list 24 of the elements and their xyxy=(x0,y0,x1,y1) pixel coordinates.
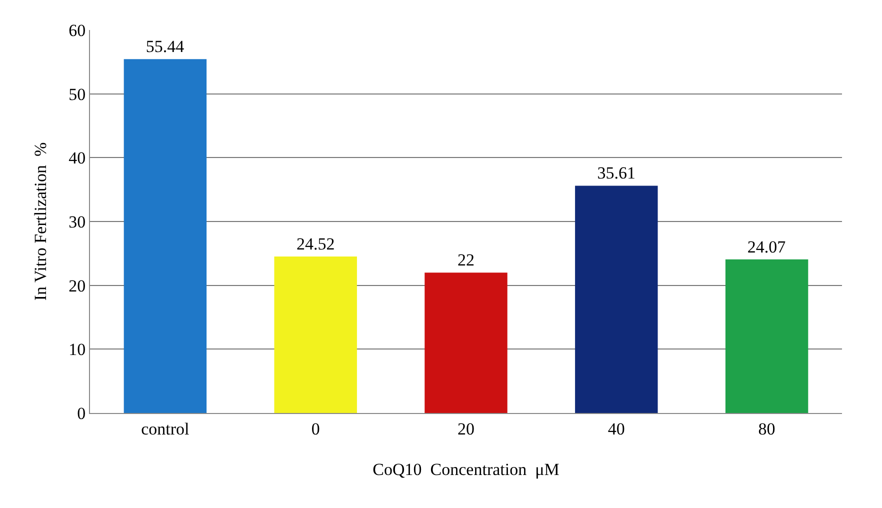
y-axis-title: In Vitro Fertlization % xyxy=(31,142,50,301)
bar xyxy=(124,59,207,413)
data-label: 35.61 xyxy=(597,164,636,183)
y-tick-label: 40 xyxy=(68,148,86,168)
y-tick-label: 50 xyxy=(68,84,86,104)
x-tick-label: 80 xyxy=(758,419,776,438)
x-axis-title: CoQ10 Concentration μM xyxy=(372,460,560,479)
x-tick-label: control xyxy=(141,419,190,438)
y-tick-label: 30 xyxy=(68,212,86,232)
x-tick-label: 0 xyxy=(311,419,320,438)
data-label: 24.52 xyxy=(296,234,335,254)
y-tick-label: 0 xyxy=(77,404,86,423)
data-label: 24.07 xyxy=(747,237,786,256)
bar xyxy=(274,256,357,413)
data-label: 22 xyxy=(458,250,474,270)
bar xyxy=(725,259,808,413)
x-tick-label: 40 xyxy=(608,419,625,438)
x-tick-label: 20 xyxy=(458,419,474,438)
y-tick-label: 20 xyxy=(68,276,86,296)
y-tick-label: 10 xyxy=(68,340,86,360)
data-label: 55.44 xyxy=(146,37,185,56)
bar xyxy=(424,272,508,413)
bar xyxy=(575,186,658,413)
y-tick-label: 60 xyxy=(68,20,86,40)
